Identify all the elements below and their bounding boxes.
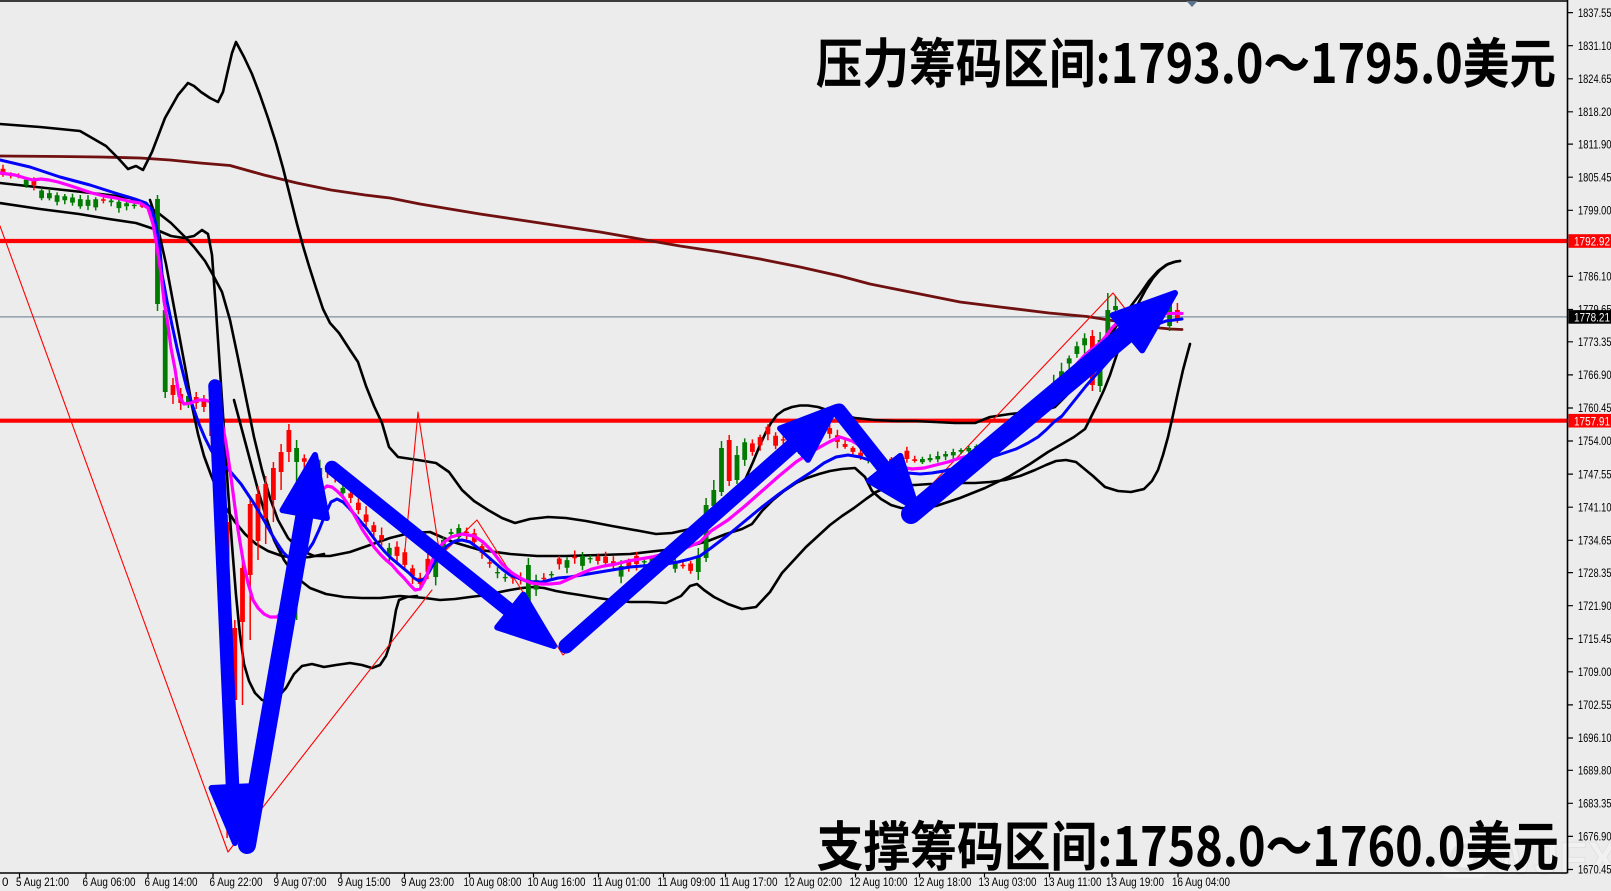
- svg-text:1754.00: 1754.00: [1578, 435, 1611, 448]
- svg-text:5 Aug 21:00: 5 Aug 21:00: [16, 876, 69, 889]
- svg-text:1773.35: 1773.35: [1578, 336, 1611, 349]
- svg-text:1799.00: 1799.00: [1578, 205, 1611, 218]
- svg-text:13 Aug 03:00: 13 Aug 03:00: [979, 876, 1037, 889]
- svg-text:1778.21: 1778.21: [1574, 311, 1610, 325]
- svg-text:9 Aug 07:00: 9 Aug 07:00: [274, 876, 327, 889]
- svg-text:11 Aug 09:00: 11 Aug 09:00: [658, 876, 716, 889]
- svg-text:1747.55: 1747.55: [1578, 468, 1611, 481]
- svg-text:10 Aug 08:00: 10 Aug 08:00: [464, 876, 522, 889]
- svg-text:13 Aug 11:00: 13 Aug 11:00: [1044, 876, 1102, 889]
- svg-text:1683.35: 1683.35: [1578, 798, 1611, 811]
- svg-text:9 Aug 15:00: 9 Aug 15:00: [338, 876, 391, 889]
- svg-text:11 Aug 17:00: 11 Aug 17:00: [720, 876, 778, 889]
- svg-text:1824.65: 1824.65: [1578, 73, 1611, 86]
- svg-text:1709.00: 1709.00: [1578, 666, 1611, 679]
- svg-text:1792.92: 1792.92: [1574, 235, 1610, 249]
- svg-text:6 Aug 06:00: 6 Aug 06:00: [83, 876, 136, 889]
- svg-text:10 Aug 16:00: 10 Aug 16:00: [528, 876, 586, 889]
- svg-text:6 Aug 14:00: 6 Aug 14:00: [145, 876, 198, 889]
- svg-text:1721.90: 1721.90: [1578, 600, 1611, 613]
- svg-text:1760.45: 1760.45: [1578, 402, 1611, 415]
- svg-text:1696.10: 1696.10: [1578, 732, 1611, 745]
- svg-text:1837.55: 1837.55: [1578, 7, 1611, 20]
- svg-text:1734.65: 1734.65: [1578, 535, 1611, 548]
- svg-text:1702.55: 1702.55: [1578, 699, 1611, 712]
- svg-text:1818.20: 1818.20: [1578, 106, 1611, 119]
- svg-text:1811.90: 1811.90: [1578, 138, 1611, 151]
- svg-text:1766.90: 1766.90: [1578, 369, 1611, 382]
- svg-text:13 Aug 19:00: 13 Aug 19:00: [1106, 876, 1164, 889]
- svg-text:1831.10: 1831.10: [1578, 40, 1611, 53]
- svg-text:1715.45: 1715.45: [1578, 633, 1611, 646]
- svg-text:1689.80: 1689.80: [1578, 765, 1611, 778]
- svg-text:11 Aug 01:00: 11 Aug 01:00: [593, 876, 651, 889]
- svg-text:12 Aug 02:00: 12 Aug 02:00: [784, 876, 842, 889]
- svg-text:0: 0: [2, 876, 8, 889]
- svg-text:12 Aug 18:00: 12 Aug 18:00: [914, 876, 972, 889]
- svg-text:6 Aug 22:00: 6 Aug 22:00: [210, 876, 263, 889]
- svg-text:1670.45: 1670.45: [1578, 864, 1611, 877]
- svg-text:12 Aug 10:00: 12 Aug 10:00: [850, 876, 908, 889]
- svg-text:1741.10: 1741.10: [1578, 501, 1611, 514]
- svg-text:1805.45: 1805.45: [1578, 171, 1611, 184]
- svg-text:1786.10: 1786.10: [1578, 271, 1611, 284]
- svg-text:1676.90: 1676.90: [1578, 831, 1611, 844]
- svg-text:9 Aug 23:00: 9 Aug 23:00: [401, 876, 454, 889]
- svg-text:1757.91: 1757.91: [1574, 414, 1610, 428]
- svg-text:16 Aug 04:00: 16 Aug 04:00: [1172, 876, 1230, 889]
- svg-text:1728.35: 1728.35: [1578, 567, 1611, 580]
